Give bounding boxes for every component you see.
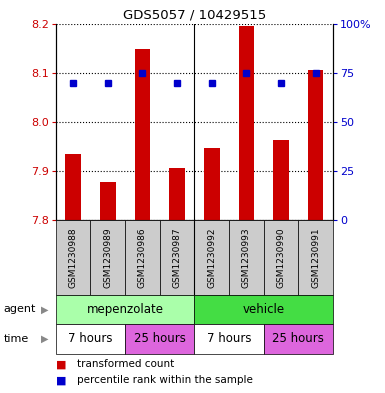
Bar <box>100 182 116 220</box>
Bar <box>125 324 194 354</box>
Text: GSM1230989: GSM1230989 <box>103 227 112 288</box>
Text: percentile rank within the sample: percentile rank within the sample <box>77 375 253 385</box>
Bar <box>194 220 229 295</box>
Text: ▶: ▶ <box>40 334 48 344</box>
Bar <box>239 26 254 220</box>
Bar <box>298 220 333 295</box>
Text: 25 hours: 25 hours <box>273 332 324 345</box>
Text: ▶: ▶ <box>40 305 48 314</box>
Bar <box>56 324 125 354</box>
Text: ■: ■ <box>56 359 66 369</box>
Text: GSM1230991: GSM1230991 <box>311 227 320 288</box>
Text: ■: ■ <box>56 375 66 385</box>
Text: 7 hours: 7 hours <box>207 332 251 345</box>
Title: GDS5057 / 10429515: GDS5057 / 10429515 <box>123 8 266 21</box>
Text: GSM1230987: GSM1230987 <box>172 227 182 288</box>
Text: 25 hours: 25 hours <box>134 332 186 345</box>
Bar <box>194 295 333 324</box>
Bar <box>56 295 194 324</box>
Bar <box>194 324 264 354</box>
Bar <box>90 220 125 295</box>
Text: GSM1230988: GSM1230988 <box>69 227 78 288</box>
Text: transformed count: transformed count <box>77 359 174 369</box>
Text: vehicle: vehicle <box>243 303 285 316</box>
Text: GSM1230993: GSM1230993 <box>242 227 251 288</box>
Bar <box>135 49 150 220</box>
Bar <box>204 148 219 220</box>
Bar <box>65 154 81 220</box>
Text: time: time <box>4 334 29 344</box>
Bar <box>229 220 264 295</box>
Bar <box>160 220 194 295</box>
Bar <box>125 220 160 295</box>
Bar <box>264 220 298 295</box>
Text: 7 hours: 7 hours <box>68 332 113 345</box>
Text: agent: agent <box>4 305 36 314</box>
Text: GSM1230990: GSM1230990 <box>276 227 286 288</box>
Bar <box>56 220 90 295</box>
Bar <box>264 324 333 354</box>
Text: GSM1230992: GSM1230992 <box>207 227 216 288</box>
Text: GSM1230986: GSM1230986 <box>138 227 147 288</box>
Bar <box>273 140 289 220</box>
Bar <box>169 169 185 220</box>
Bar <box>308 70 323 220</box>
Text: mepenzolate: mepenzolate <box>87 303 164 316</box>
